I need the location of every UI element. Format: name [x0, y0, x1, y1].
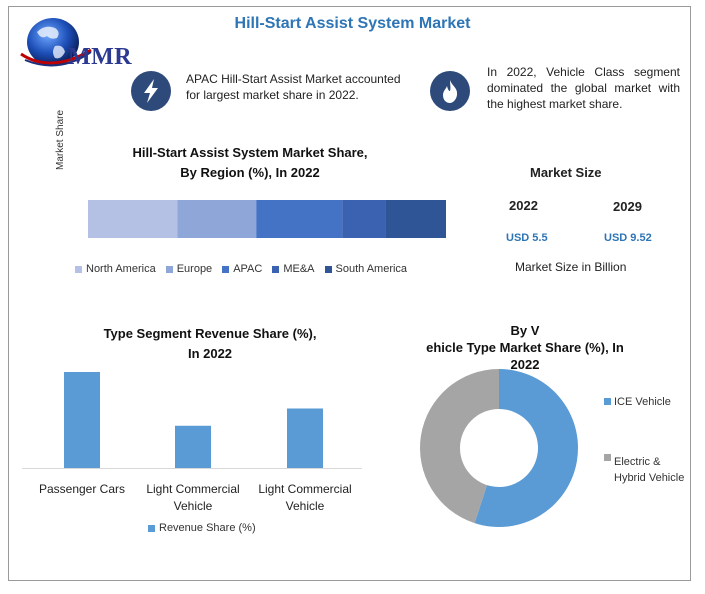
- donut-legend-swatch: [604, 398, 611, 405]
- region-bar-south-america: [385, 200, 446, 238]
- type-legend-label: Revenue Share (%): [159, 522, 256, 534]
- type-category-label: Light Commercial Vehicle: [146, 482, 240, 513]
- highlight-vehicle-class: In 2022, Vehicle Class segment dominated…: [487, 65, 680, 111]
- type-bar-1: [175, 425, 211, 468]
- type-bar-chart: [22, 372, 362, 469]
- legend-item-south-america: South America: [324, 263, 408, 275]
- legend-swatch: [222, 265, 230, 273]
- region-chart-title-line1: Hill-Start Assist System Market Share,: [132, 145, 368, 160]
- legend-label: North America: [86, 263, 156, 275]
- legend-item-europe: Europe: [165, 263, 213, 275]
- region-legend: North America Europe APAC ME&A South America: [75, 263, 417, 275]
- legend-swatch: [324, 265, 332, 273]
- highlight-apac: APAC Hill-Start Assist Market accounted …: [186, 72, 401, 102]
- legend-swatch: [165, 265, 173, 273]
- value-2029: USD 9.52: [604, 232, 652, 244]
- globe-icon: [20, 18, 92, 67]
- type-bar-0: [64, 372, 100, 468]
- value-2022: USD 5.5: [506, 232, 548, 244]
- vehicle-chart-title: By V ehicle Type Market Share (%), In 20…: [400, 322, 650, 373]
- region-chart-ylabel: Market Share: [55, 109, 66, 170]
- legend-swatch: [75, 265, 82, 273]
- type-chart-title-line1: Type Segment Revenue Share (%),: [103, 326, 317, 341]
- type-category-label: Light Commercial Vehicle: [258, 482, 352, 513]
- year-2022: 2022: [509, 198, 538, 213]
- type-chart-title: Type Segment Revenue Share (%), In 2022: [60, 324, 360, 364]
- vehicle-chart-title-line3: 2022: [510, 357, 540, 372]
- logo-text: MMR: [68, 44, 133, 70]
- region-bar-me-a: [342, 200, 386, 238]
- year-2029: 2029: [613, 199, 642, 214]
- type-category-label: Passenger Cars: [38, 482, 126, 496]
- region-chart-title-line2: By Region (%), In 2022: [180, 165, 320, 180]
- type-bar-2: [287, 408, 323, 468]
- type-legend-swatch: [148, 524, 155, 532]
- flame-icon: [430, 71, 470, 111]
- legend-label: South America: [335, 263, 408, 275]
- vehicle-chart-title-line1: By V: [510, 323, 540, 338]
- lightning-icon: [131, 71, 171, 111]
- vehicle-chart-title-line2: ehicle Type Market Share (%), In: [426, 340, 624, 355]
- region-chart-title: Hill-Start Assist System Market Share, B…: [95, 143, 405, 183]
- page-title: Hill-Start Assist System Market: [234, 15, 471, 32]
- market-size-title: Market Size: [530, 165, 602, 180]
- donut-legend-swatch: [604, 454, 611, 461]
- type-chart-title-line2: In 2022: [187, 346, 233, 361]
- mmr-logo: [15, 14, 145, 74]
- legend-label: APAC: [233, 263, 263, 275]
- donut-slice-ice-vehicle: [474, 369, 578, 527]
- legend-label: Europe: [176, 263, 213, 275]
- region-bar-north-america: [88, 200, 178, 238]
- infographic-frame: [8, 6, 691, 581]
- legend-item-me-a: ME&A: [272, 263, 315, 275]
- type-legend: Revenue Share (%): [148, 522, 256, 534]
- donut-slice-electric-hybrid-vehicle: [420, 369, 499, 524]
- donut-legend-label: Electric & Hybrid Vehicle: [614, 456, 685, 484]
- region-bar-europe: [177, 200, 257, 238]
- region-stacked-bar: [88, 200, 446, 238]
- market-size-note: Market Size in Billion: [515, 260, 627, 274]
- legend-label: ME&A: [283, 263, 315, 275]
- donut-legend-label: ICE Vehicle: [614, 396, 671, 408]
- region-bar-apac: [256, 200, 343, 238]
- legend-swatch: [272, 265, 280, 273]
- legend-item-apac: APAC: [222, 263, 262, 275]
- vehicle-donut-chart: [420, 369, 578, 527]
- legend-item-north-america: North America: [75, 263, 156, 275]
